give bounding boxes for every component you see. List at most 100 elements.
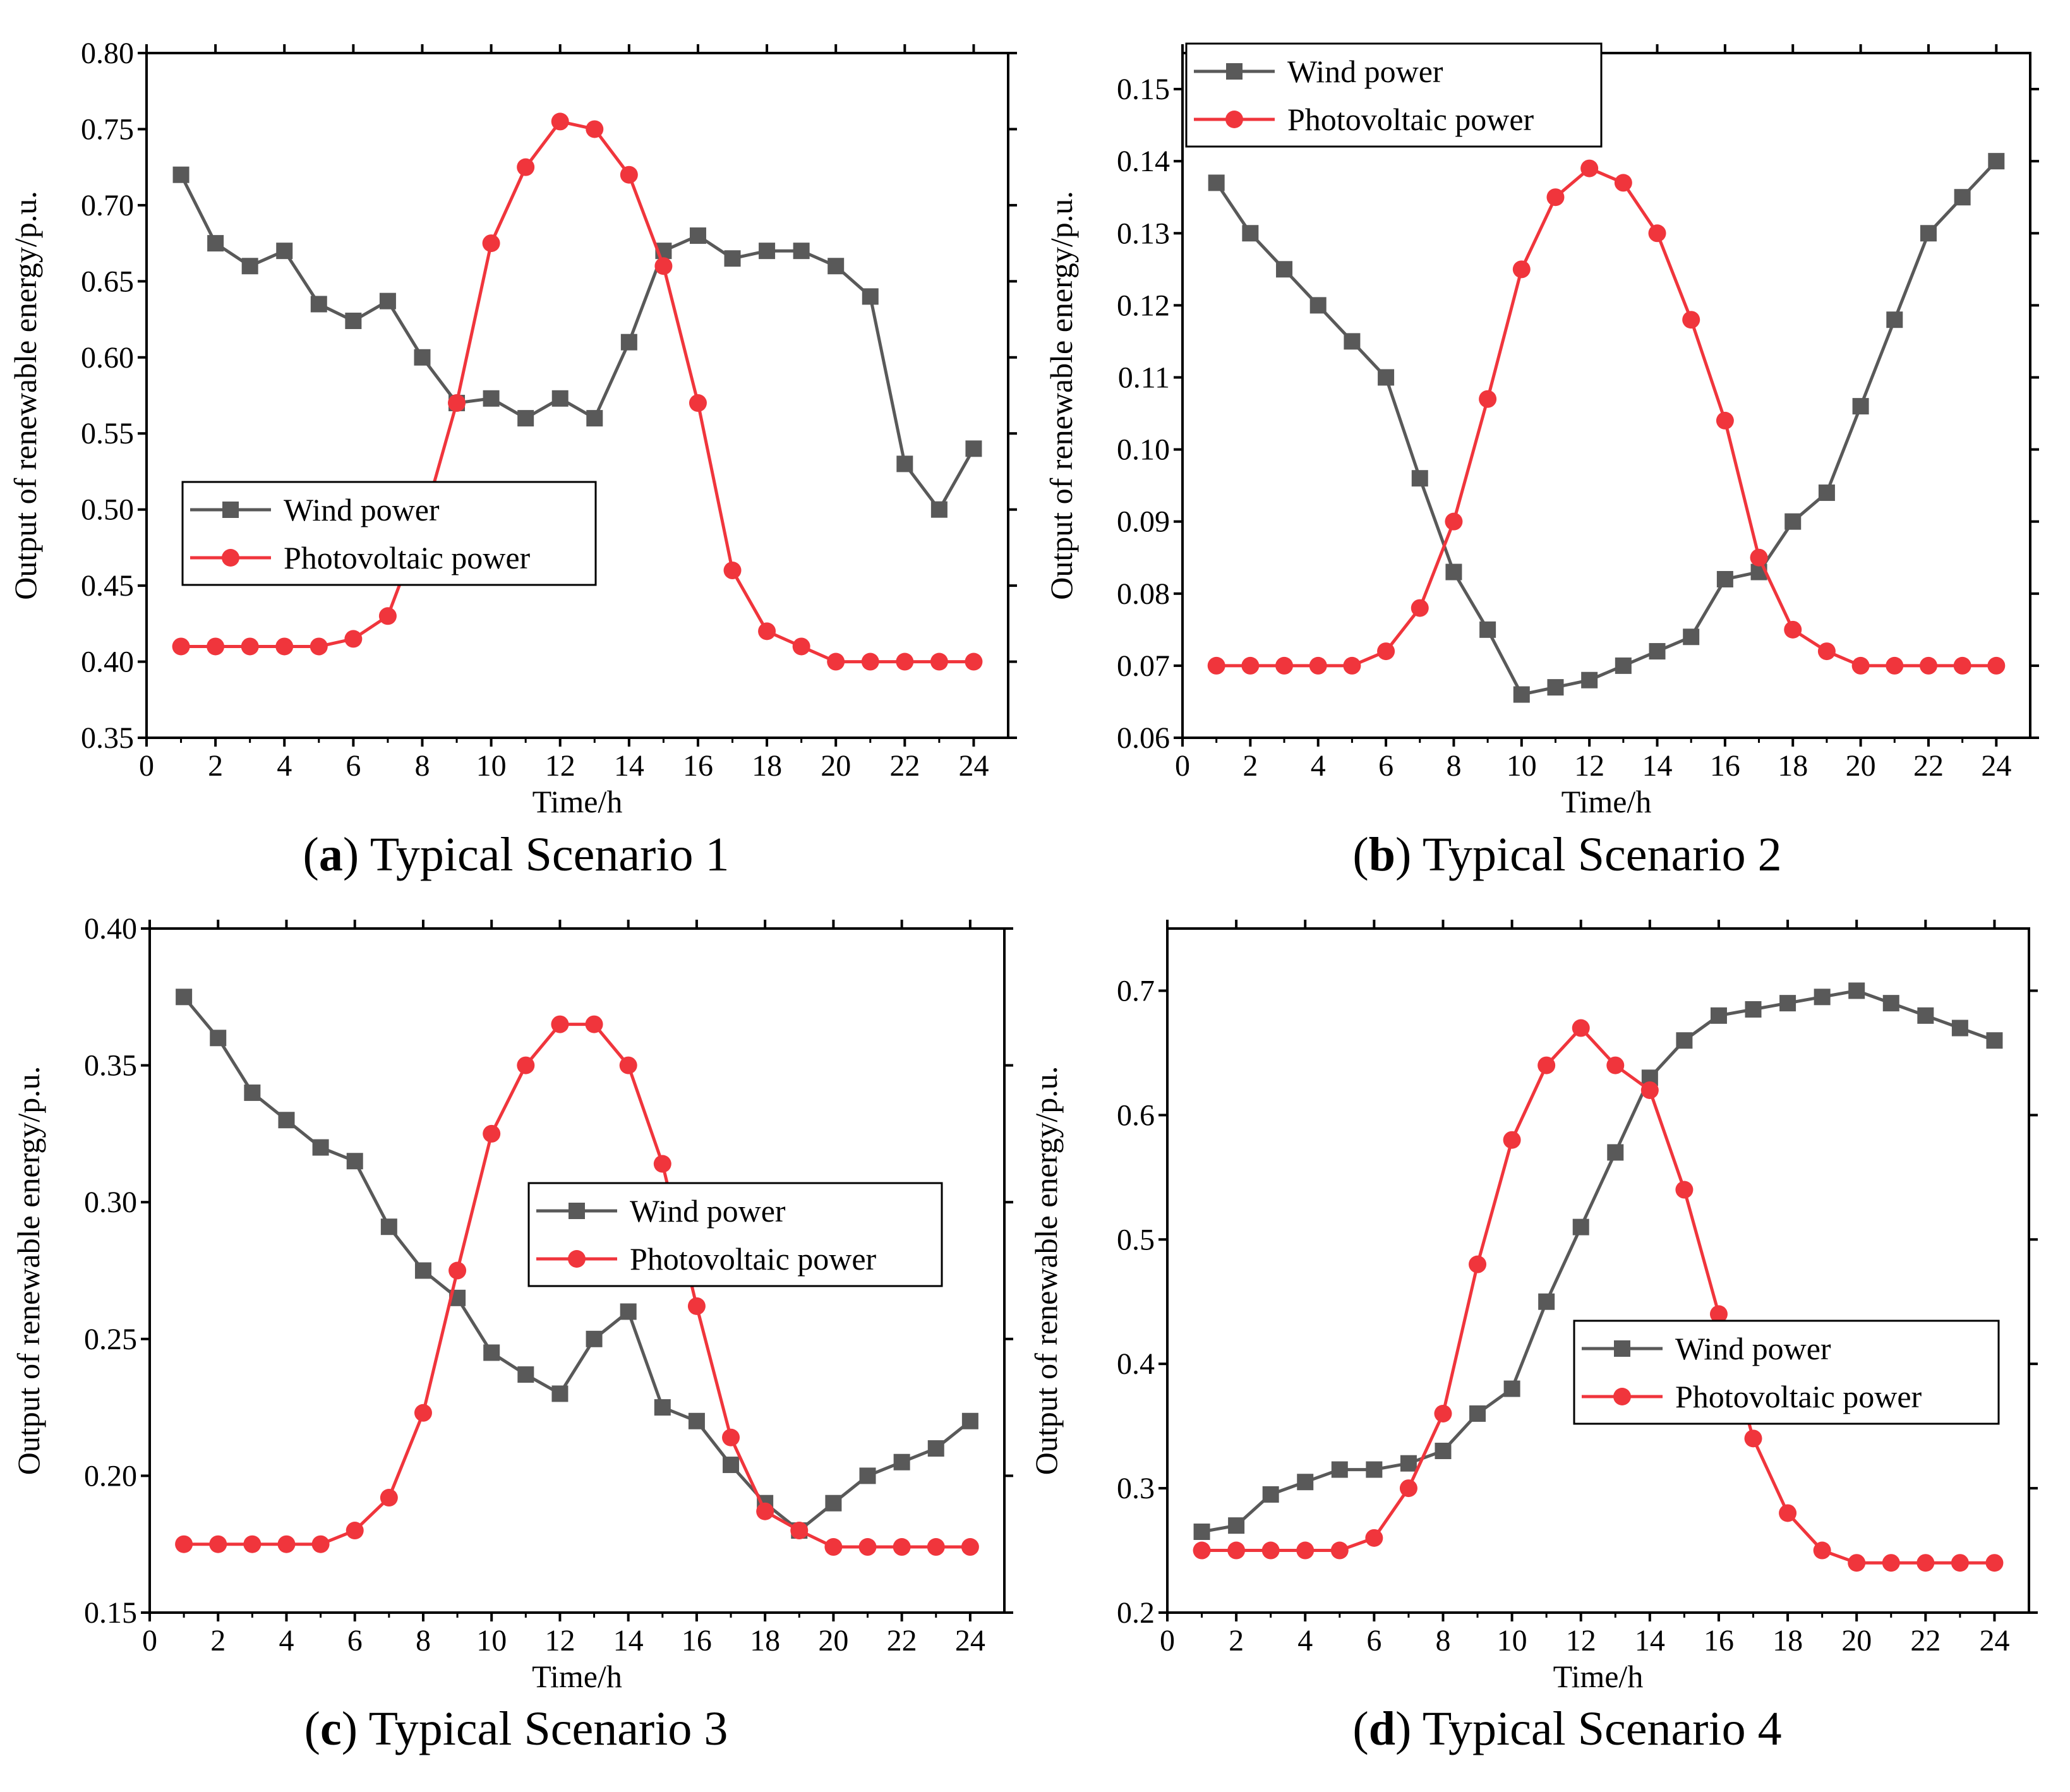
x-tick-label: 18	[752, 749, 782, 783]
data-point	[1954, 189, 1971, 206]
data-point	[1365, 1529, 1383, 1547]
legend-label: Photovoltaic power	[1287, 102, 1534, 137]
caption-text: Typical Scenario 2	[1411, 828, 1781, 881]
y-tick-label: 0.6	[1117, 1098, 1155, 1132]
data-point	[827, 258, 845, 275]
x-tick-label: 0	[1175, 749, 1190, 783]
data-point	[586, 410, 603, 427]
data-point	[896, 652, 914, 671]
data-point	[448, 1261, 467, 1280]
data-point	[345, 312, 362, 329]
x-tick-label: 0	[142, 1624, 157, 1657]
y-tick-label: 0.7	[1117, 974, 1155, 1007]
data-point	[862, 288, 879, 305]
caption-letter: a	[319, 828, 343, 881]
data-point	[277, 1535, 296, 1553]
series-photovoltaic-power	[172, 112, 983, 671]
y-tick-label: 0.40	[84, 912, 137, 946]
x-tick-label: 2	[210, 1624, 226, 1657]
data-point	[1435, 1443, 1452, 1460]
data-point	[207, 235, 224, 252]
chart-panel-d: 0 2 4 6 8 10 12 14 16 18 20 22 240.20.30.40.50.60.7T…	[1028, 920, 2038, 1755]
y-tick-label: 0.4	[1117, 1347, 1155, 1381]
data-point	[380, 1489, 398, 1507]
data-point	[861, 652, 879, 671]
caption-open-paren: (	[1352, 828, 1368, 881]
y-tick-label: 0.35	[81, 721, 134, 755]
data-point	[241, 637, 259, 656]
data-point	[483, 390, 500, 407]
x-axis-label: Time/h	[1553, 1659, 1644, 1694]
x-tick-label: 2	[1229, 1624, 1244, 1657]
caption-letter: d	[1369, 1702, 1395, 1755]
y-tick-label: 0.25	[84, 1323, 137, 1356]
series-wind-power	[1208, 153, 2005, 703]
series-photovoltaic-power	[1207, 159, 2006, 675]
series-line	[1215, 160, 1998, 696]
data-point	[689, 227, 706, 244]
data-point	[930, 652, 948, 671]
data-point	[310, 296, 327, 313]
x-tick-label: 12	[1574, 749, 1604, 783]
data-point	[1228, 1517, 1245, 1534]
series-photovoltaic-power	[1193, 1019, 2004, 1572]
legend-box	[527, 1182, 943, 1287]
data-point	[1987, 656, 2006, 675]
y-tick-label: 0.11	[1118, 361, 1170, 394]
data-point	[858, 1538, 877, 1556]
data-point	[1676, 1032, 1693, 1049]
y-tick-label: 0.30	[84, 1186, 137, 1219]
series-line	[1201, 1026, 1995, 1565]
data-point	[1710, 1007, 1727, 1024]
data-point	[1848, 1554, 1866, 1572]
data-point	[1276, 261, 1293, 278]
caption-letter: c	[320, 1702, 342, 1755]
data-point	[209, 1535, 227, 1553]
series-wind-power	[1193, 982, 2003, 1541]
legend-swatch-marker	[222, 502, 239, 518]
data-point	[965, 652, 983, 671]
data-point	[1882, 995, 1899, 1012]
data-point	[893, 1538, 911, 1556]
data-point	[207, 637, 225, 656]
y-tick-label: 0.55	[81, 417, 134, 450]
data-point	[758, 622, 776, 640]
data-point	[1513, 686, 1530, 703]
data-point	[827, 652, 845, 671]
series-line	[179, 174, 975, 512]
data-point	[1378, 369, 1395, 386]
data-point	[893, 1453, 910, 1470]
x-tick-label: 6	[346, 749, 361, 783]
data-point	[620, 1303, 637, 1320]
data-point	[414, 349, 431, 366]
data-point	[792, 637, 810, 656]
data-point	[1784, 620, 1802, 639]
data-point	[1917, 1554, 1935, 1572]
data-point	[1331, 1461, 1348, 1478]
data-point	[1716, 411, 1734, 430]
data-point	[346, 1522, 364, 1540]
data-point	[1917, 1007, 1934, 1024]
data-point	[1479, 621, 1496, 638]
y-tick-label: 0.20	[84, 1459, 137, 1493]
x-tick-label: 22	[889, 749, 920, 783]
legend-swatch-marker	[1226, 63, 1243, 80]
caption-text: Typical Scenario 1	[359, 828, 729, 881]
data-point	[1434, 1404, 1452, 1422]
series-line	[1216, 167, 1997, 668]
x-tick-label: 6	[347, 1624, 363, 1657]
data-point	[1343, 656, 1361, 675]
caption-text: Typical Scenario 3	[358, 1702, 728, 1755]
data-point	[965, 440, 982, 457]
data-point	[275, 637, 294, 656]
data-point	[1399, 1479, 1417, 1498]
data-point	[1919, 656, 1937, 675]
caption-open-paren: (	[304, 1702, 320, 1755]
data-point	[517, 1056, 535, 1074]
caption-close-paren: )	[1395, 1702, 1411, 1755]
data-point	[723, 562, 742, 580]
x-tick-label: 14	[1642, 749, 1673, 783]
data-point	[1512, 260, 1531, 279]
x-tick-label: 24	[958, 749, 989, 783]
x-axis-label: Time/h	[1562, 784, 1652, 819]
